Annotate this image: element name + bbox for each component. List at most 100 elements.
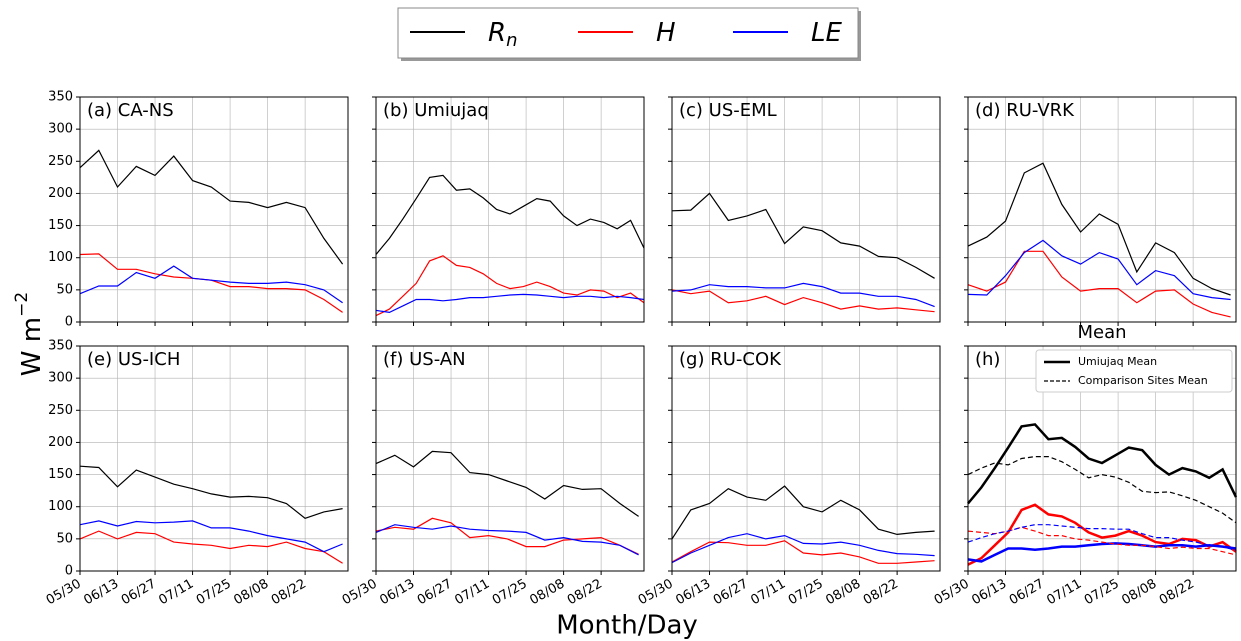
series-line (79, 149, 344, 265)
series-line (671, 192, 935, 279)
y-tick-label: 350 (48, 339, 73, 354)
x-tick-label: 08/22 (861, 577, 901, 609)
x-tick-label: 05/30 (340, 577, 380, 609)
y-label-sup: −2 (12, 292, 32, 317)
x-tick-label: 07/25 (194, 577, 234, 609)
panel-label: (a) CA-NS (87, 100, 174, 121)
series-line (79, 520, 343, 553)
legend-name: H (656, 18, 676, 48)
series-line (967, 423, 1238, 505)
series-line (967, 239, 1231, 301)
series-line (375, 450, 639, 517)
y-tick-label: 250 (48, 403, 73, 418)
legend-label: Umiujaq Mean (1078, 355, 1157, 368)
x-tick-label: 06/13 (969, 577, 1009, 609)
x-tick-label: 07/25 (1082, 577, 1122, 609)
y-tick-label: 150 (48, 218, 73, 233)
panel-frame (375, 345, 645, 572)
y-tick-label: 0 (65, 564, 73, 579)
y-tick-label: 250 (48, 154, 73, 169)
legend-label: LE (811, 18, 842, 48)
panel-label: (g) RU-COK (679, 349, 782, 370)
legend-label: Rn (488, 18, 518, 52)
series-line (79, 530, 343, 564)
y-tick-label: 100 (48, 499, 73, 514)
x-tick-label: 06/27 (119, 577, 159, 609)
x-tick-label: 06/13 (377, 577, 417, 609)
panel-label: (d) RU-VRK (975, 100, 1075, 121)
panel-label: (h) (975, 349, 1000, 370)
y-tick-label: 300 (48, 371, 73, 386)
legend-name: R (488, 18, 506, 48)
x-tick-label: 07/11 (748, 577, 788, 609)
x-tick-label: 08/08 (231, 577, 271, 609)
x-tick-label: 07/25 (786, 577, 826, 609)
x-tick-label: 06/27 (711, 577, 751, 609)
legend-label: H (656, 18, 676, 48)
legend-name: LE (811, 18, 842, 48)
x-tick-label: 08/22 (565, 577, 605, 609)
x-tick-label: 08/08 (1119, 577, 1159, 609)
x-tick-label: 08/22 (1157, 577, 1197, 609)
x-tick-label: 05/30 (932, 577, 972, 609)
series-line (375, 174, 645, 255)
x-tick-label: 05/30 (636, 577, 676, 609)
y-label-text: W m (17, 317, 47, 376)
legend-label: Comparison Sites Mean (1078, 374, 1208, 387)
panel-label: (c) US-EML (679, 100, 777, 121)
y-tick-label: 0 (65, 315, 73, 330)
panel-frame (375, 96, 645, 323)
x-tick-label: 06/27 (415, 577, 455, 609)
legend-box (1035, 349, 1233, 393)
series-line (375, 517, 639, 555)
series-line (671, 485, 935, 540)
x-axis-label: Month/Day (556, 611, 698, 641)
y-tick-label: 50 (56, 531, 73, 546)
x-tick-label: 07/11 (452, 577, 492, 609)
series-line (967, 526, 1237, 556)
x-tick-label: 08/22 (269, 577, 309, 609)
y-tick-label: 200 (48, 186, 73, 201)
y-tick-label: 200 (48, 435, 73, 450)
x-tick-label: 06/13 (81, 577, 121, 609)
series-line (375, 255, 645, 317)
panel-frame (671, 345, 941, 572)
panel-frame (671, 96, 941, 323)
panel-label: (b) Umiujaq (383, 100, 489, 121)
series-line (375, 293, 645, 314)
y-tick-label: 350 (48, 90, 73, 105)
series-line (79, 265, 343, 304)
x-tick-label: 07/25 (490, 577, 530, 609)
x-tick-label: 07/11 (156, 577, 196, 609)
series-line (671, 533, 935, 564)
series-line (375, 524, 639, 556)
panel-label: (e) US-ICH (87, 349, 180, 370)
panel-frame (79, 345, 349, 572)
panel-frame (967, 345, 1237, 572)
legend-sub: n (506, 30, 517, 51)
y-axis-label: W m−2 (12, 292, 47, 376)
x-tick-label: 08/08 (527, 577, 567, 609)
y-tick-label: 50 (56, 282, 73, 297)
x-tick-label: 08/08 (823, 577, 863, 609)
series-line (967, 524, 1237, 551)
series-line (967, 456, 1237, 524)
x-tick-label: 06/27 (1007, 577, 1047, 609)
series-line (79, 253, 343, 313)
series-line (967, 250, 1231, 318)
x-tick-label: 06/13 (673, 577, 713, 609)
series-line (671, 289, 935, 313)
series-line (967, 503, 1237, 566)
y-tick-label: 150 (48, 467, 73, 482)
x-tick-label: 07/11 (1044, 577, 1084, 609)
series-line (79, 465, 343, 519)
y-tick-label: 300 (48, 122, 73, 137)
series-line (967, 162, 1231, 296)
y-tick-label: 100 (48, 250, 73, 265)
panel-frame (79, 96, 349, 323)
panel-title: Mean (1077, 322, 1126, 343)
panel-label: (f) US-AN (383, 349, 466, 370)
panel-frame (967, 96, 1237, 323)
series-line (967, 542, 1237, 563)
x-tick-label: 05/30 (44, 577, 84, 609)
